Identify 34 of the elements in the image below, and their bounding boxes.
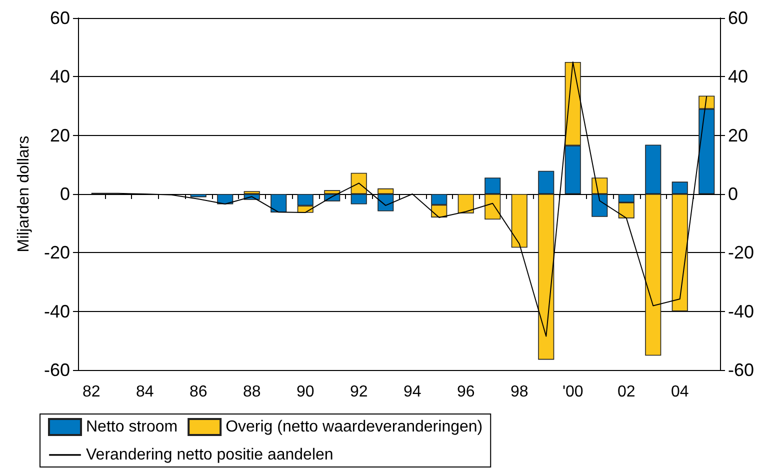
y2-tick-label: 20 (728, 125, 748, 146)
x-tick-label: 94 (403, 384, 422, 400)
y-axis-title: Miljarden dollars (16, 136, 32, 252)
x-tick-label: 98 (510, 384, 528, 400)
bar (458, 194, 474, 214)
legend-label: Overig (netto waardeveranderingen) (226, 418, 483, 436)
x-tick-label: 02 (617, 384, 636, 400)
y-tick-label: 20 (50, 125, 70, 146)
bar (190, 194, 206, 198)
y2-tick-label: -40 (728, 301, 754, 322)
x-tick-label: 04 (670, 384, 689, 400)
x-tick-label: '00 (562, 384, 584, 400)
y2-tick-label: -20 (728, 242, 754, 263)
y-tick-label: -20 (44, 242, 70, 263)
y2-tick-label: 0 (728, 184, 738, 204)
y2-tick-label: 40 (728, 66, 748, 87)
bar (270, 194, 287, 212)
x-tick-label: 84 (136, 384, 154, 400)
y-tick-label: 40 (50, 66, 70, 87)
y-tick-label: 60 (50, 8, 70, 28)
x-tick-label: 96 (456, 384, 475, 400)
bar (511, 194, 528, 248)
y-tick-label: -40 (44, 301, 70, 322)
x-tick-label: 86 (189, 384, 208, 400)
y-tick-label: 0 (60, 184, 70, 204)
x-tick-label: 92 (350, 384, 368, 400)
x-tick-label: 82 (82, 384, 100, 400)
x-tick-label: 88 (242, 384, 261, 400)
x-tick-label: 90 (296, 384, 314, 400)
y2-tick-label: -60 (728, 360, 754, 380)
y-tick-label: -60 (44, 360, 70, 380)
y2-tick-label: 60 (728, 8, 748, 28)
legend-label: Netto stroom (86, 418, 178, 436)
legend-label: Verandering netto positie aandelen (86, 446, 334, 464)
